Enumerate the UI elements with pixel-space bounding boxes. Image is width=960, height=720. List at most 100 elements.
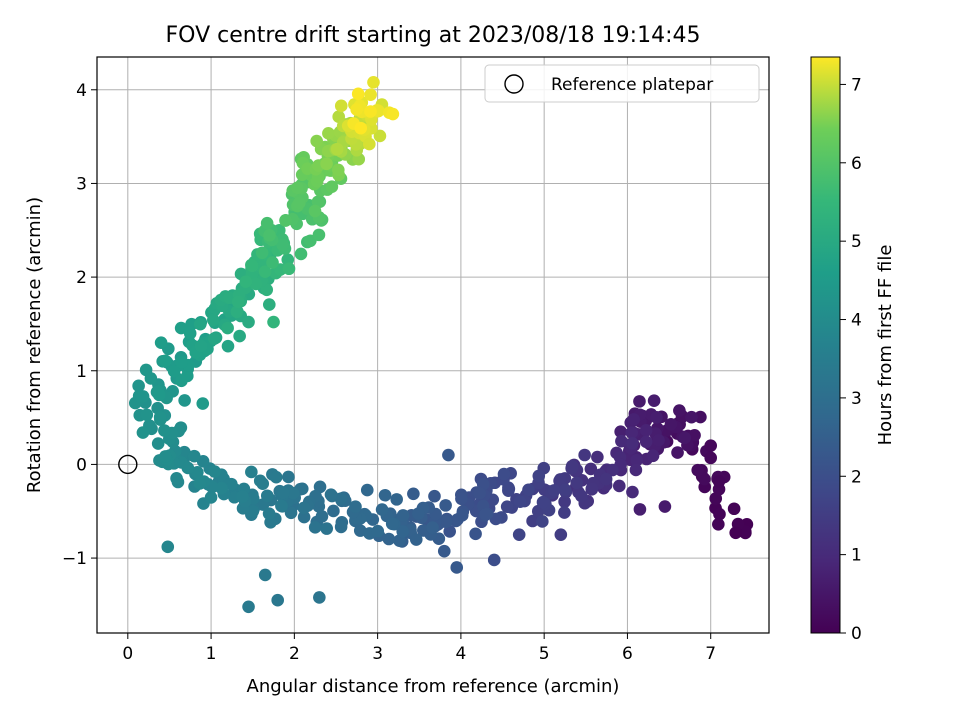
- data-point: [694, 410, 707, 424]
- data-point: [204, 491, 218, 504]
- data-point: [688, 429, 701, 442]
- plot-frame: [96, 56, 770, 634]
- data-point: [727, 502, 741, 516]
- data-point: [196, 397, 210, 410]
- colorbar-tick-label: 2: [851, 467, 862, 487]
- colorbar-tick-label: 0: [851, 624, 862, 644]
- data-point: [170, 472, 183, 485]
- data-point: [233, 329, 246, 343]
- data-point: [437, 544, 451, 558]
- data-point: [245, 258, 258, 272]
- data-point: [497, 467, 511, 481]
- colorbar-tick-label: 5: [851, 232, 862, 252]
- x-tick-label: 6: [622, 644, 633, 664]
- data-point: [591, 450, 604, 464]
- data-point: [647, 394, 661, 407]
- data-point: [646, 449, 660, 463]
- data-point: [242, 315, 255, 329]
- data-point: [193, 317, 207, 331]
- data-point: [412, 507, 425, 520]
- data-point: [334, 492, 348, 505]
- data-point: [554, 528, 568, 541]
- data-point: [332, 163, 345, 177]
- data-point: [650, 411, 663, 424]
- data-point: [136, 426, 150, 439]
- data-point: [245, 465, 258, 479]
- data-point: [258, 265, 272, 278]
- x-tick-label: 4: [455, 644, 466, 664]
- y-tick-label: 3: [76, 174, 87, 194]
- colorbar-tick-label: 7: [851, 75, 862, 95]
- data-point: [526, 514, 539, 528]
- data-point: [513, 495, 527, 508]
- data-point: [712, 517, 725, 531]
- data-point: [320, 157, 333, 171]
- data-point: [181, 461, 195, 475]
- data-point: [297, 510, 311, 524]
- data-point: [626, 485, 639, 499]
- data-point: [630, 453, 643, 467]
- data-point: [269, 470, 283, 484]
- data-point: [230, 305, 244, 319]
- y-tick-label: −1: [62, 549, 87, 569]
- data-point: [614, 425, 627, 438]
- data-point: [585, 482, 599, 495]
- data-point: [626, 437, 639, 450]
- data-point: [260, 216, 274, 230]
- data-point: [627, 413, 641, 426]
- colorbar-tick-label: 1: [851, 546, 862, 566]
- data-point: [396, 525, 409, 538]
- x-tick-label: 7: [705, 644, 716, 664]
- data-point: [313, 591, 326, 604]
- data-point: [349, 500, 362, 514]
- data-point: [308, 521, 322, 534]
- legend-box: [484, 64, 760, 103]
- data-point: [215, 481, 228, 495]
- data-point: [255, 246, 269, 260]
- data-point: [615, 434, 628, 448]
- data-point: [334, 99, 348, 113]
- colorbar-ticks: 0 1 2 3 4 5 6 7: [840, 75, 862, 644]
- y-tick-label: 2: [76, 268, 87, 288]
- data-point: [276, 238, 289, 251]
- data-point: [639, 435, 653, 449]
- data-point: [713, 507, 726, 521]
- data-point: [320, 522, 333, 535]
- data-point: [294, 247, 308, 261]
- data-point: [207, 332, 221, 345]
- data-point: [221, 321, 234, 335]
- data-point: [455, 492, 468, 506]
- data-point: [373, 129, 387, 143]
- data-point: [532, 469, 546, 483]
- data-point: [409, 533, 423, 546]
- data-point: [206, 313, 220, 327]
- data-point: [140, 408, 154, 422]
- data-point: [159, 450, 172, 463]
- data-point: [231, 295, 245, 309]
- data-point: [584, 462, 598, 476]
- data-point: [382, 532, 396, 546]
- data-point: [704, 439, 718, 452]
- data-point: [292, 196, 306, 210]
- data-point: [256, 477, 270, 491]
- data-point: [362, 137, 376, 151]
- x-tick-label: 0: [122, 644, 133, 664]
- colorbar: 0 1 2 3 4 5 6 7 Hours from first FF file: [810, 56, 896, 644]
- data-point: [691, 463, 705, 477]
- data-point: [487, 553, 501, 567]
- data-point: [536, 515, 549, 528]
- data-point: [315, 510, 329, 523]
- data-point: [578, 448, 591, 462]
- data-point: [351, 87, 365, 101]
- data-point: [312, 228, 326, 242]
- data-point: [275, 499, 288, 513]
- data-point: [606, 463, 619, 477]
- data-point: [276, 486, 290, 500]
- data-point: [639, 424, 653, 437]
- colorbar-tick-label: 4: [851, 311, 862, 331]
- data-point: [266, 256, 279, 269]
- legend-reference-marker: [504, 74, 524, 94]
- data-point: [153, 410, 167, 424]
- data-point: [386, 107, 400, 121]
